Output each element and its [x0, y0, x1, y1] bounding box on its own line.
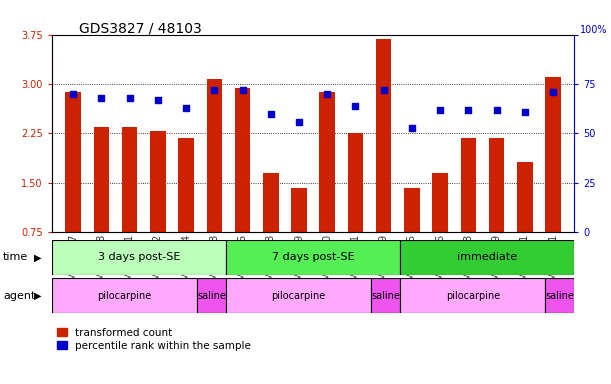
- Bar: [376, 39, 392, 232]
- Text: 3 days post-SE: 3 days post-SE: [98, 252, 180, 262]
- Text: ▶: ▶: [34, 291, 41, 301]
- Text: saline: saline: [371, 291, 400, 301]
- Text: ▶: ▶: [34, 252, 41, 262]
- Point: [266, 111, 276, 117]
- Point: [351, 103, 360, 109]
- Text: agent: agent: [3, 291, 35, 301]
- Bar: [65, 92, 81, 232]
- Point: [238, 87, 247, 93]
- Bar: [546, 78, 561, 232]
- Bar: [400, 240, 574, 275]
- Bar: [52, 240, 226, 275]
- Bar: [400, 278, 546, 313]
- Bar: [545, 278, 574, 313]
- Bar: [178, 138, 194, 232]
- Text: pilocarpine: pilocarpine: [97, 291, 152, 301]
- Text: saline: saline: [546, 291, 574, 301]
- Point: [97, 95, 106, 101]
- Point: [548, 89, 558, 95]
- Point: [492, 107, 502, 113]
- Point: [464, 107, 474, 113]
- Bar: [52, 278, 197, 313]
- Point: [181, 105, 191, 111]
- Text: time: time: [3, 252, 28, 262]
- Bar: [197, 278, 226, 313]
- Point: [379, 87, 389, 93]
- Bar: [226, 278, 371, 313]
- Bar: [320, 92, 335, 232]
- Point: [294, 119, 304, 125]
- Point: [68, 91, 78, 97]
- Bar: [235, 88, 251, 232]
- Text: saline: saline: [197, 291, 226, 301]
- Text: pilocarpine: pilocarpine: [445, 291, 500, 301]
- Bar: [93, 127, 109, 232]
- Point: [125, 95, 134, 101]
- Bar: [263, 173, 279, 232]
- Bar: [404, 188, 420, 232]
- Point: [153, 97, 163, 103]
- Bar: [461, 138, 476, 232]
- Bar: [371, 278, 400, 313]
- Point: [520, 109, 530, 115]
- Point: [407, 124, 417, 131]
- Text: GDS3827 / 48103: GDS3827 / 48103: [79, 21, 202, 35]
- Text: 100%: 100%: [580, 25, 607, 35]
- Bar: [433, 173, 448, 232]
- Point: [210, 87, 219, 93]
- Text: immediate: immediate: [457, 252, 518, 262]
- Point: [323, 91, 332, 97]
- Bar: [517, 162, 533, 232]
- Bar: [226, 240, 400, 275]
- Text: pilocarpine: pilocarpine: [271, 291, 326, 301]
- Text: 7 days post-SE: 7 days post-SE: [272, 252, 354, 262]
- Bar: [348, 134, 364, 232]
- Bar: [150, 131, 166, 232]
- Bar: [291, 188, 307, 232]
- Legend: transformed count, percentile rank within the sample: transformed count, percentile rank withi…: [57, 328, 251, 351]
- Point: [435, 107, 445, 113]
- Bar: [207, 79, 222, 232]
- Bar: [122, 127, 137, 232]
- Bar: [489, 138, 505, 232]
